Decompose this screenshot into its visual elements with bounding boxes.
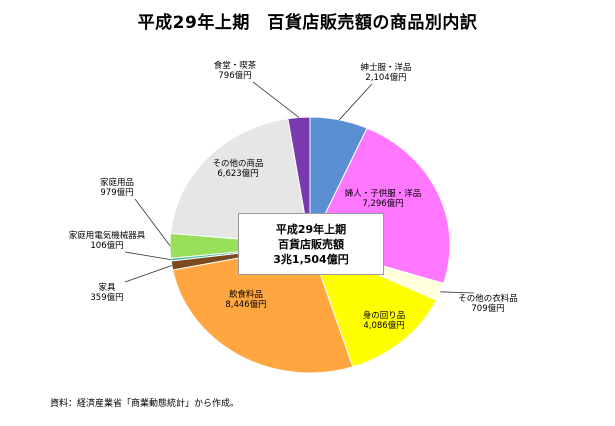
slice-value-7: 979億円 (100, 187, 133, 198)
leader-line-0 (338, 83, 373, 121)
slice-name-3: 身の回り品 (363, 310, 406, 321)
slice-name-1: 婦人・子供服・洋品 (345, 188, 422, 199)
slice-labels: 紳士服・洋品2,104億円婦人・子供服・洋品7,296億円その他の衣料品709億… (69, 60, 518, 331)
leader-line-2 (440, 291, 475, 294)
slice-name-0: 紳士服・洋品 (360, 62, 411, 73)
slice-value-4: 8,446億円 (225, 299, 266, 310)
leader-line-6 (124, 251, 171, 260)
slice-value-1: 7,296億円 (362, 198, 403, 209)
pie-slice-4 (172, 244, 354, 374)
slice-name-7: 家庭用品 (100, 177, 134, 188)
slice-name-6: 家庭用電気機械器具 (69, 230, 146, 241)
slice-value-2: 709億円 (471, 303, 504, 314)
slice-value-6: 106億円 (90, 240, 123, 251)
slice-name-2: その他の衣料品 (458, 293, 518, 304)
pie-slice-3 (309, 244, 438, 368)
slice-name-8: その他の商品 (212, 158, 263, 169)
leader-line-7 (134, 198, 171, 247)
center-label-category: 百貨店販売額 (278, 238, 344, 251)
slice-value-3: 4,086億円 (363, 320, 404, 331)
slice-value-5: 359億円 (90, 292, 123, 303)
chart-title: 平成29年上期 百貨店販売額の商品別内訳 (137, 13, 478, 33)
center-label-total: 3兆1,504億円 (273, 253, 349, 266)
slice-name-9: 食堂・喫茶 (214, 60, 257, 71)
slice-value-0: 2,104億円 (365, 72, 406, 83)
slice-value-8: 6,623億円 (217, 168, 258, 179)
slice-name-5: 家具 (98, 282, 116, 293)
total-sales-box: 平成29年上期 百貨店販売額 3兆1,504億円 (238, 213, 384, 275)
source-note: 資料：経済産業省「商業動態統計」から作成。 (50, 399, 240, 409)
slice-value-9: 796億円 (218, 70, 251, 81)
leader-lines (124, 81, 475, 294)
center-label-period: 平成29年上期 (275, 223, 347, 236)
leader-line-9 (252, 81, 300, 118)
leader-line-5 (124, 265, 172, 283)
slice-name-4: 飲食料品 (229, 289, 263, 300)
